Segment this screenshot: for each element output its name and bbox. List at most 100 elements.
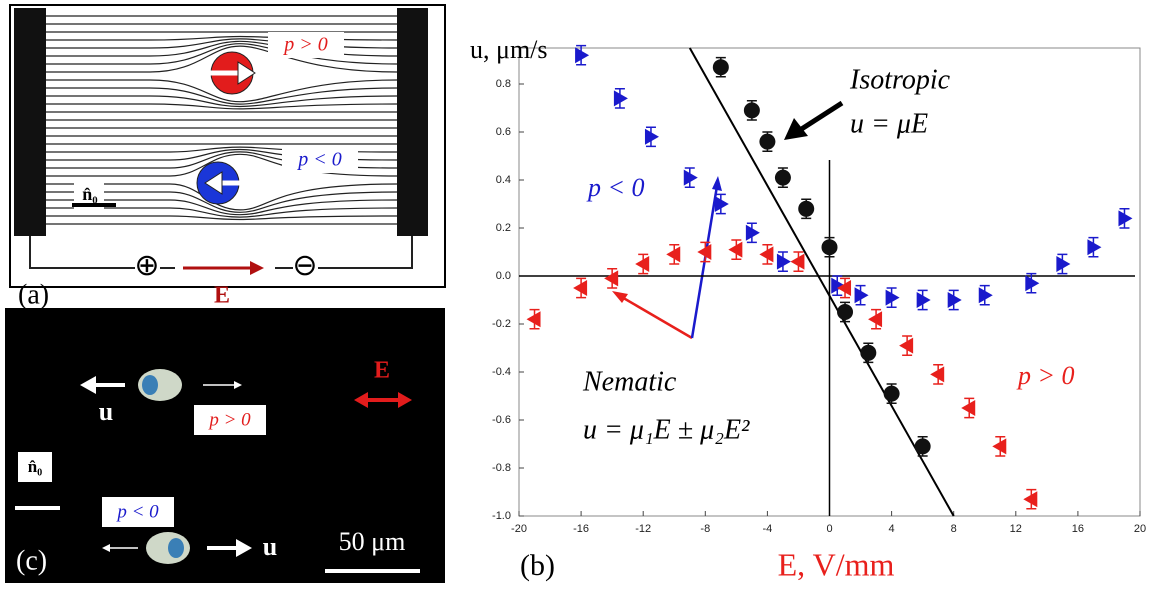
point: [666, 246, 681, 263]
field-line: [46, 45, 398, 73]
point: [697, 244, 712, 260]
point: [837, 280, 852, 296]
point: [613, 90, 628, 107]
point: [714, 196, 729, 212]
point: [1025, 275, 1040, 292]
point: [854, 287, 869, 304]
x-tick-label: 16: [1072, 523, 1084, 535]
p-label: p > 0: [207, 409, 251, 430]
point: [644, 128, 659, 145]
point: [947, 292, 962, 308]
panel-label: (b): [520, 549, 555, 582]
point: [759, 246, 774, 263]
field-line: [46, 43, 398, 65]
minus-terminal: ⊖: [292, 249, 317, 282]
p-label: p < 0: [296, 149, 342, 171]
y-tick-label: 0.8: [496, 78, 511, 90]
field-arrow: [354, 392, 368, 408]
panel-c: u p > 0 E n̂₀ p < 0 u 50 μm (c): [5, 308, 445, 583]
point: [914, 438, 931, 455]
x-tick-label: -20: [511, 523, 527, 535]
y-tick-label: 0.2: [496, 222, 511, 234]
y-tick-label: 0.4: [496, 174, 511, 186]
p-label: p < 0: [115, 501, 159, 522]
annotation-arrow: [712, 176, 722, 191]
panel-label: (a): [18, 279, 49, 310]
y-tick-label: 0.0: [496, 270, 511, 282]
micrograph: [5, 308, 445, 583]
point: [961, 400, 976, 416]
dipole-arrow: [204, 171, 223, 195]
point: [1056, 256, 1071, 272]
field-lines: [46, 15, 398, 225]
field-label: E: [214, 283, 230, 309]
velocity-label: u: [263, 532, 277, 561]
annotation: p > 0: [1016, 361, 1075, 390]
point: [728, 241, 743, 258]
point: [831, 277, 846, 294]
point: [776, 253, 791, 270]
field-line: [46, 87, 398, 105]
point: [1023, 491, 1038, 508]
dipole-arrow: [237, 61, 256, 85]
dipole-arrow: [234, 381, 242, 389]
velocity-label: u: [99, 397, 113, 426]
panel-a: p > 0 p < 0 n̂₀ ⊕ ⊖ E (a): [9, 4, 446, 310]
velocity-arrow: [236, 539, 252, 557]
field-line: [46, 191, 398, 213]
x-tick-label: 0: [826, 523, 832, 535]
p-label: p > 0: [282, 34, 328, 56]
point: [930, 366, 945, 383]
annotation-arrow: [798, 100, 844, 133]
annotation: Nematic: [582, 366, 677, 397]
x-tick-label: 4: [889, 523, 895, 535]
point: [899, 337, 914, 354]
point: [821, 239, 838, 256]
label-bg: [18, 452, 52, 482]
point: [604, 270, 619, 287]
point: [790, 253, 805, 270]
plus-terminal: ⊕: [134, 249, 159, 282]
point: [635, 256, 650, 272]
y-tick-label: -0.4: [492, 366, 511, 378]
scale-label: 50 μm: [339, 527, 406, 556]
point: [774, 169, 791, 186]
y-tick-label: -0.2: [492, 318, 511, 330]
colloid-image: [168, 538, 184, 558]
point: [868, 311, 883, 328]
point: [683, 169, 698, 186]
point: [575, 47, 590, 64]
field-line: [46, 183, 398, 211]
field-line: [46, 215, 398, 221]
point: [798, 200, 815, 217]
annotation: u = μE: [850, 108, 928, 139]
x-axis-label: E, V/mm: [778, 546, 895, 582]
field-line: [46, 207, 398, 218]
field-line: [46, 95, 398, 108]
label-bg: [102, 497, 174, 527]
point: [743, 102, 760, 119]
point: [885, 289, 900, 306]
label-bg: [194, 405, 266, 435]
point: [759, 133, 776, 150]
annotation-arrow: [619, 294, 693, 340]
point: [837, 304, 854, 320]
y-axis-label: u, μm/s: [470, 35, 548, 64]
electrode: [397, 8, 428, 236]
point: [1118, 210, 1133, 227]
x-tick-label: 12: [1010, 523, 1022, 535]
colloid-image: [142, 375, 158, 395]
x-tick-label: -4: [763, 523, 773, 535]
field-line: [46, 103, 398, 110]
annotation-arrow: [784, 118, 808, 140]
panel-label: (c): [16, 545, 47, 576]
y-tick-label: -0.8: [492, 462, 511, 474]
label-bg: [268, 32, 344, 58]
point: [978, 287, 993, 304]
x-tick-label: -16: [573, 523, 589, 535]
point: [860, 344, 877, 361]
director-label: n̂₀: [28, 457, 43, 476]
y-tick-label: -0.6: [492, 414, 511, 426]
x-tick-label: -12: [635, 523, 651, 535]
